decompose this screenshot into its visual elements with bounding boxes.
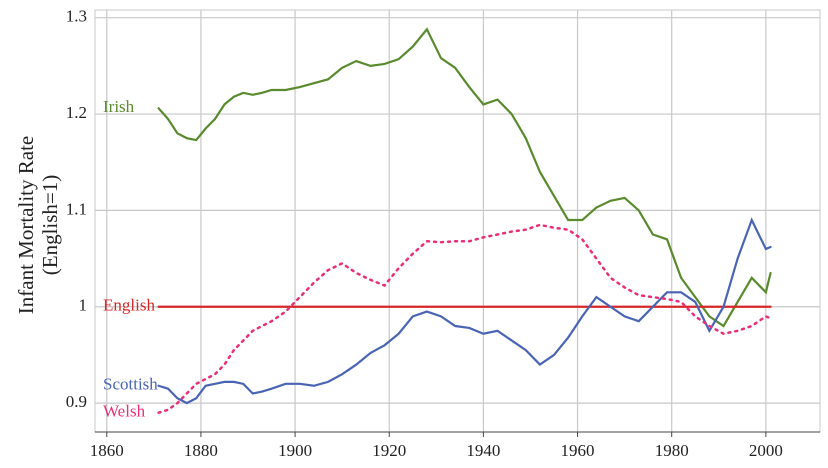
y-tick-label: 1 [79,296,88,315]
y-axis-label: (English=1) [38,175,62,276]
x-tick-label: 1940 [466,441,500,460]
x-tick-label: 1900 [278,441,312,460]
series-label: Welsh [103,402,146,421]
plot-area [94,9,821,433]
y-tick-label: 0.9 [66,392,87,411]
x-tick-label: 1920 [372,441,406,460]
y-tick-label: 1.1 [66,199,87,218]
series-label: English [103,296,155,315]
x-tick-label: 1960 [561,441,595,460]
series-label: Scottish [103,375,158,394]
y-tick-label: 1.2 [66,103,87,122]
x-tick-label: 2000 [749,441,783,460]
y-axis-label: Infant Mortality Rate [14,136,38,314]
x-tick-label: 1860 [90,441,124,460]
x-tick-label: 1880 [184,441,218,460]
x-tick-label: 1980 [655,441,689,460]
series-line [157,223,772,414]
series-line [157,217,772,405]
y-tick-label: 1.3 [66,7,87,26]
series-line [157,27,772,328]
series-label: Irish [103,97,135,116]
